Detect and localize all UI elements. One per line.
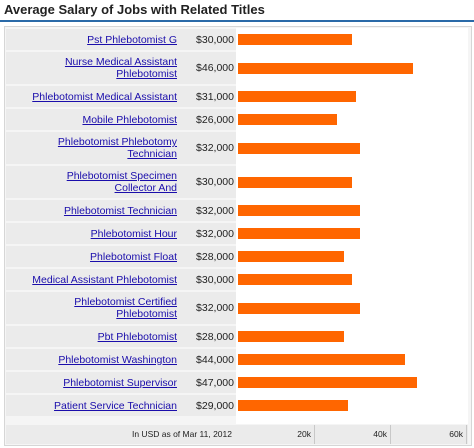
salary-bar <box>238 62 413 74</box>
job-title-link[interactable]: Phlebotomist Phlebotomy Technician <box>57 136 177 160</box>
salary-bar <box>238 205 360 216</box>
salary-bar <box>238 91 356 102</box>
job-title-cell: Medical Assistant Phlebotomist <box>6 269 180 290</box>
salary-value: $47,000 <box>196 376 234 389</box>
axis-bar <box>6 425 468 444</box>
axis-note: In USD as of Mar 11, 2012 <box>131 429 232 439</box>
job-title-cell: Phlebotomist Certified Phlebotomist <box>6 292 180 324</box>
salary-value: $46,000 <box>196 62 234 74</box>
job-title-link[interactable]: Phlebotomist Hour <box>90 227 177 240</box>
salary-bar <box>238 274 352 285</box>
job-title-cell: Phlebotomist Phlebotomy Technician <box>6 132 180 164</box>
job-title-link[interactable]: Mobile Phlebotomist <box>82 113 177 126</box>
salary-bar <box>238 34 352 45</box>
job-title-link[interactable]: Phlebotomist Technician <box>63 204 177 217</box>
salary-value: $32,000 <box>196 227 234 240</box>
salary-bar <box>238 114 337 125</box>
salary-bar <box>238 251 345 262</box>
job-title-cell: Patient Service Technician <box>6 395 180 416</box>
job-title-cell: Phlebotomist Medical Assistant <box>6 86 180 107</box>
axis-tick-mark <box>390 425 391 444</box>
axis-tick-mark <box>314 425 315 444</box>
salary-value: $29,000 <box>196 399 234 412</box>
axis-tick-mark <box>466 425 467 444</box>
job-title-cell: Mobile Phlebotomist <box>6 109 180 130</box>
job-title-link[interactable]: Nurse Medical Assistant Phlebotomist <box>64 56 177 80</box>
axis-tick-label: 20k <box>297 429 311 439</box>
salary-bar <box>238 400 349 411</box>
salary-bar <box>238 228 360 239</box>
job-title-cell: Pbt Phlebotomist <box>6 326 180 347</box>
salary-value: $32,000 <box>196 142 234 154</box>
job-title-link[interactable]: Medical Assistant Phlebotomist <box>32 273 177 286</box>
salary-value: $30,000 <box>196 33 234 46</box>
job-title-link[interactable]: Phlebotomist Medical Assistant <box>32 90 177 103</box>
job-title-link[interactable]: Phlebotomist Float <box>90 250 177 263</box>
salary-value: $44,000 <box>196 353 234 366</box>
chart-title: Average Salary of Jobs with Related Titl… <box>4 2 265 17</box>
job-title-link[interactable]: Pbt Phlebotomist <box>97 330 177 343</box>
job-title-link[interactable]: Phlebotomist Supervisor <box>63 376 177 389</box>
job-title-cell: Phlebotomist Washington <box>6 349 180 370</box>
salary-value: $28,000 <box>196 330 234 343</box>
salary-bar <box>238 377 417 388</box>
axis-tick-label: 40k <box>373 429 387 439</box>
job-title-cell: Phlebotomist Technician <box>6 200 180 221</box>
salary-value: $32,000 <box>196 204 234 217</box>
job-title-cell: Phlebotomist Hour <box>6 223 180 244</box>
title-divider <box>0 20 474 22</box>
job-title-cell: Phlebotomist Specimen Collector And <box>6 166 180 198</box>
salary-bar <box>238 354 406 365</box>
salary-bar <box>238 331 345 342</box>
salary-value: $30,000 <box>196 176 234 188</box>
salary-bar <box>238 142 360 154</box>
job-title-cell: Phlebotomist Float <box>6 246 180 267</box>
job-title-link[interactable]: Pst Phlebotomist G <box>87 33 177 46</box>
job-title-link[interactable]: Patient Service Technician <box>54 399 177 412</box>
salary-bar <box>238 176 352 188</box>
job-title-link[interactable]: Phlebotomist Certified Phlebotomist <box>74 296 177 320</box>
job-title-cell: Phlebotomist Supervisor <box>6 372 180 393</box>
salary-value: $26,000 <box>196 113 234 126</box>
axis-tick-label: 60k <box>449 429 463 439</box>
salary-value: $31,000 <box>196 90 234 103</box>
job-title-link[interactable]: Phlebotomist Specimen Collector And <box>66 170 177 194</box>
salary-value: $30,000 <box>196 273 234 286</box>
job-title-cell: Pst Phlebotomist G <box>6 29 180 50</box>
job-title-link[interactable]: Phlebotomist Washington <box>58 353 177 366</box>
salary-bar <box>238 302 360 314</box>
salary-value: $28,000 <box>196 250 234 263</box>
salary-value: $32,000 <box>196 302 234 314</box>
job-title-cell: Nurse Medical Assistant Phlebotomist <box>6 52 180 84</box>
